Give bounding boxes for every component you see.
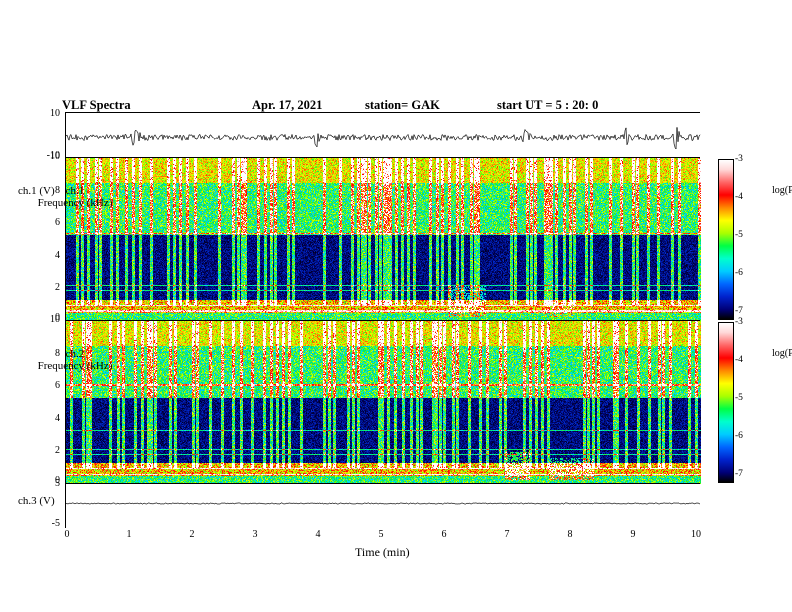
ch1-spec-freq-label: ch.1 Frequency (kHz) <box>10 185 140 209</box>
plot-start-ut: start UT = 5 : 20: 0 <box>497 98 598 113</box>
plot-station: station= GAK <box>365 98 440 113</box>
ch1-waveform-panel <box>65 112 700 157</box>
ch2-spec-freq-label: ch.2 Frequency (kHz) <box>10 348 140 372</box>
ch2-spectrogram-panel <box>65 320 700 483</box>
x-axis-label: Time (min) <box>355 545 445 560</box>
ch1-spectrogram-panel <box>65 157 700 320</box>
vlf-spectra-plot: VLF Spectra Apr. 17, 2021 station= GAK s… <box>0 0 792 612</box>
plot-date: Apr. 17, 2021 <box>252 98 322 113</box>
ch3-wave-label: ch.3 (V) <box>18 495 108 507</box>
ch1-colorbar-label: log(PSD)(V²/Hz) <box>772 185 792 196</box>
plot-title: VLF Spectra <box>62 98 131 113</box>
ch2-colorbar <box>718 322 734 483</box>
ch1-colorbar <box>718 159 734 320</box>
ch2-colorbar-label: log(PSD)(V²/Hz) <box>772 348 792 359</box>
ch3-waveform-panel <box>65 483 700 528</box>
